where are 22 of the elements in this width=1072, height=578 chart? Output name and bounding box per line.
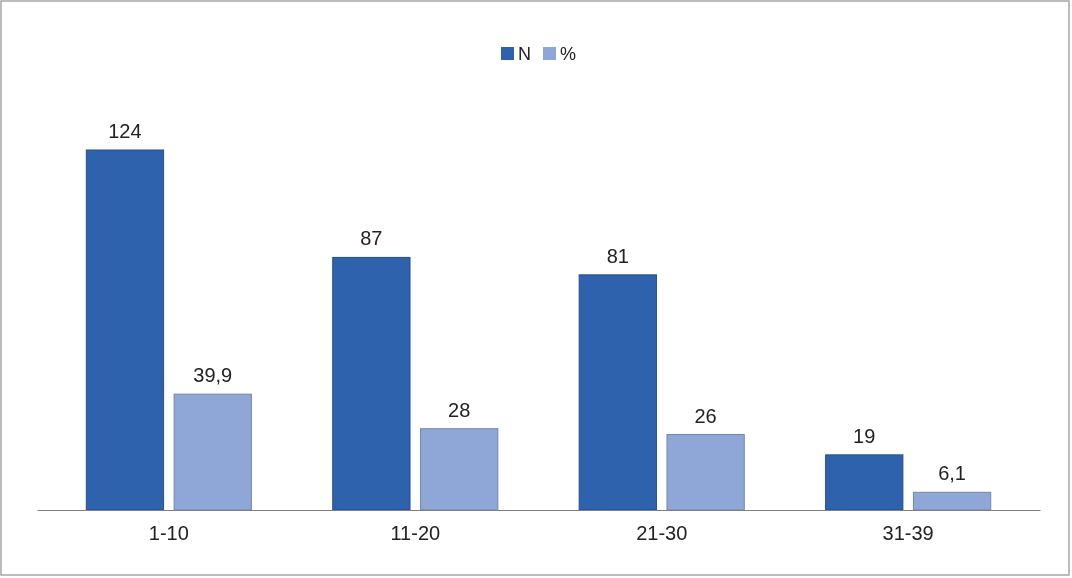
legend-label: N: [517, 44, 531, 64]
bar: [420, 428, 499, 511]
bar: [912, 491, 992, 511]
x-tick-label: 21-30: [636, 522, 688, 545]
bar: [332, 256, 411, 511]
data-label: 124: [108, 120, 142, 142]
data-label: 26: [694, 404, 717, 427]
bar: [173, 393, 252, 511]
data-label: 6,1: [938, 462, 966, 485]
data-label: 28: [448, 398, 471, 421]
bar: [666, 434, 745, 511]
x-tick-label: 11-20: [390, 522, 441, 545]
data-label: 81: [606, 244, 629, 267]
legend-label: %: [559, 44, 577, 64]
x-tick-label: 1-10: [148, 522, 189, 545]
bar: [578, 274, 657, 511]
data-label: 87: [360, 227, 383, 250]
bar: [825, 454, 904, 511]
bar: [85, 149, 165, 511]
data-label: 19: [853, 424, 876, 447]
data-label: 39,9: [193, 364, 233, 387]
x-tick-label: 31-39: [882, 522, 934, 545]
